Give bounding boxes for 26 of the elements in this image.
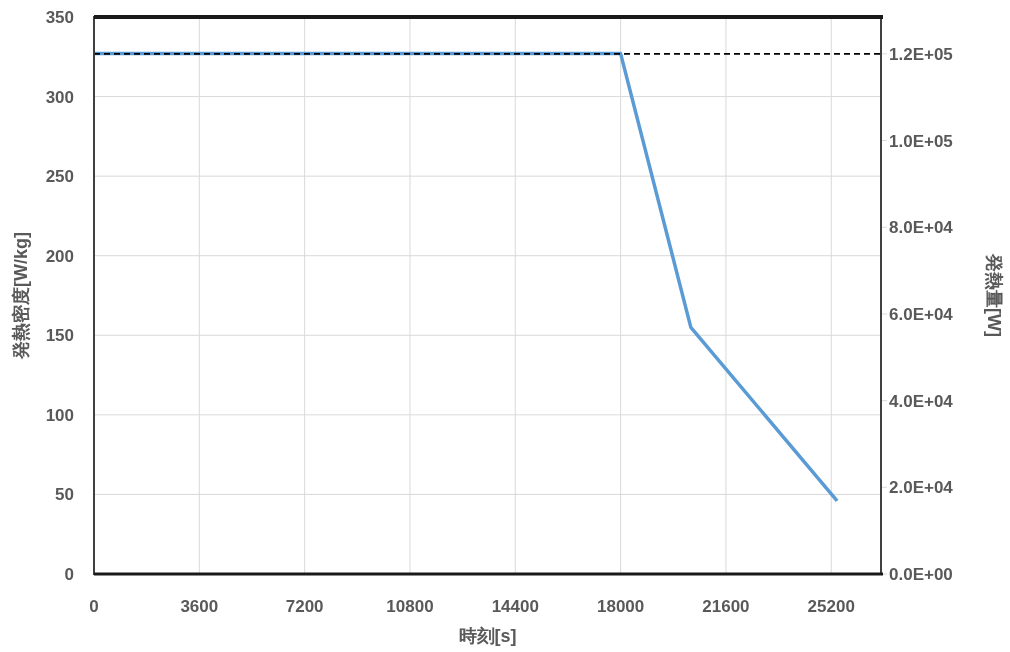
- y2-tick-label: 1.0E+05: [889, 131, 953, 151]
- y2-axis-title: 発熱量[W]: [984, 253, 1004, 337]
- y-tick-label: 350: [45, 8, 74, 27]
- y-tick-label: 150: [45, 326, 74, 346]
- x-tick-label: 18000: [596, 597, 645, 616]
- x-tick-label: 0: [89, 597, 99, 616]
- x-axis-title: 時刻[s]: [458, 626, 517, 646]
- y-axis-title: 発熱密度[W/kg]: [11, 232, 31, 360]
- x-tick-label: 7200: [285, 597, 324, 616]
- y-tick-label: 300: [45, 87, 74, 107]
- y2-tick-label: 2.0E+04: [889, 478, 954, 498]
- y2-tick-label: 4.0E+04: [889, 391, 954, 411]
- y-tick-label: 50: [55, 485, 74, 505]
- x-tick-label: 10800: [386, 597, 434, 616]
- x-tick-label: 14400: [491, 597, 539, 616]
- x-tick-label: 25200: [807, 597, 855, 616]
- y-tick-label: 100: [45, 405, 74, 425]
- y2-tick-label: 1.2E+05: [889, 44, 953, 64]
- y-tick-label: 200: [45, 246, 74, 266]
- x-tick-label: 21600: [702, 597, 750, 616]
- x-tick-label: 3600: [180, 597, 219, 616]
- y2-tick-label: 6.0E+04: [889, 304, 954, 324]
- y-tick-label: 250: [45, 167, 74, 187]
- y2-tick-label: 8.0E+04: [889, 218, 954, 238]
- y-tick-label: 0: [64, 565, 74, 584]
- y2-tick-label: 0.0E+00: [889, 565, 953, 584]
